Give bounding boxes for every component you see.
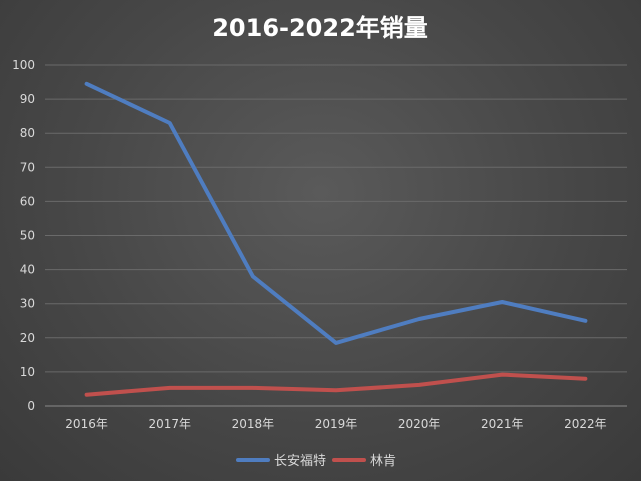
- legend-label: 长安福特: [274, 454, 326, 469]
- y-tick-label: 30: [20, 297, 35, 311]
- x-tick-label: 2017年: [148, 417, 191, 431]
- series-line-1: [84, 372, 588, 397]
- y-tick-label: 60: [20, 194, 35, 208]
- y-tick-label: 20: [20, 331, 35, 345]
- y-tick-label: 40: [20, 263, 35, 277]
- y-tick-label: 100: [12, 58, 35, 72]
- legend-label: 林肯: [370, 454, 396, 469]
- x-tick-label: 2021年: [481, 417, 524, 431]
- y-tick-label: 90: [20, 92, 35, 106]
- y-tick-label: 80: [20, 126, 35, 140]
- x-tick-label: 2018年: [232, 417, 275, 431]
- y-axis-ticks: 0 10 20 30 40 50 60 70 80 90 100: [12, 58, 35, 413]
- x-tick-label: 2016年: [65, 417, 108, 431]
- y-tick-label: 50: [20, 229, 35, 243]
- series-line-0: [84, 81, 588, 345]
- series-lines: [84, 81, 588, 397]
- chart-title: 2016-2022年销量: [212, 14, 428, 42]
- x-tick-label: 2019年: [315, 417, 358, 431]
- x-tick-label: 2020年: [398, 417, 441, 431]
- y-tick-label: 0: [27, 399, 35, 413]
- y-tick-label: 70: [20, 160, 35, 174]
- legend: 长安福特 林肯: [236, 454, 396, 469]
- x-tick-label: 2022年: [564, 417, 607, 431]
- grid-lines: [45, 64, 627, 407]
- y-tick-label: 10: [20, 365, 35, 379]
- x-axis-ticks: 2016年 2017年 2018年 2019年 2020年 2021年 2022年: [65, 417, 606, 431]
